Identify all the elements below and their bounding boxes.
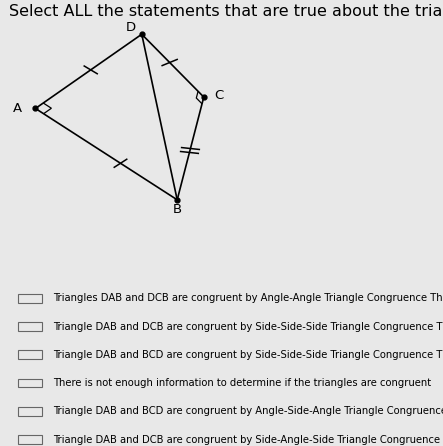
Text: Triangle DAB and DCB are congruent by Side-Angle-Side Triangle Congruence Theore: Triangle DAB and DCB are congruent by Si… <box>53 434 443 445</box>
Text: Triangle DAB and BCD are congruent by Side-Side-Side Triangle Congruence Theorem: Triangle DAB and BCD are congruent by Si… <box>53 350 443 360</box>
Text: A: A <box>13 102 22 115</box>
Text: Triangles DAB and DCB are congruent by Angle-Angle Triangle Congruence Theorem: Triangles DAB and DCB are congruent by A… <box>53 293 443 303</box>
Text: B: B <box>173 203 182 216</box>
Text: Triangle DAB and BCD are congruent by Angle-Side-Angle Triangle Congruence Theor: Triangle DAB and BCD are congruent by An… <box>53 406 443 416</box>
Text: C: C <box>215 89 224 102</box>
Text: Select ALL the statements that are true about the triangles below.: Select ALL the statements that are true … <box>9 4 443 19</box>
Text: D: D <box>126 21 136 33</box>
Text: There is not enough information to determine if the triangles are congruent: There is not enough information to deter… <box>53 378 431 388</box>
Text: Triangle DAB and DCB are congruent by Side-Side-Side Triangle Congruence Theorem: Triangle DAB and DCB are congruent by Si… <box>53 322 443 331</box>
